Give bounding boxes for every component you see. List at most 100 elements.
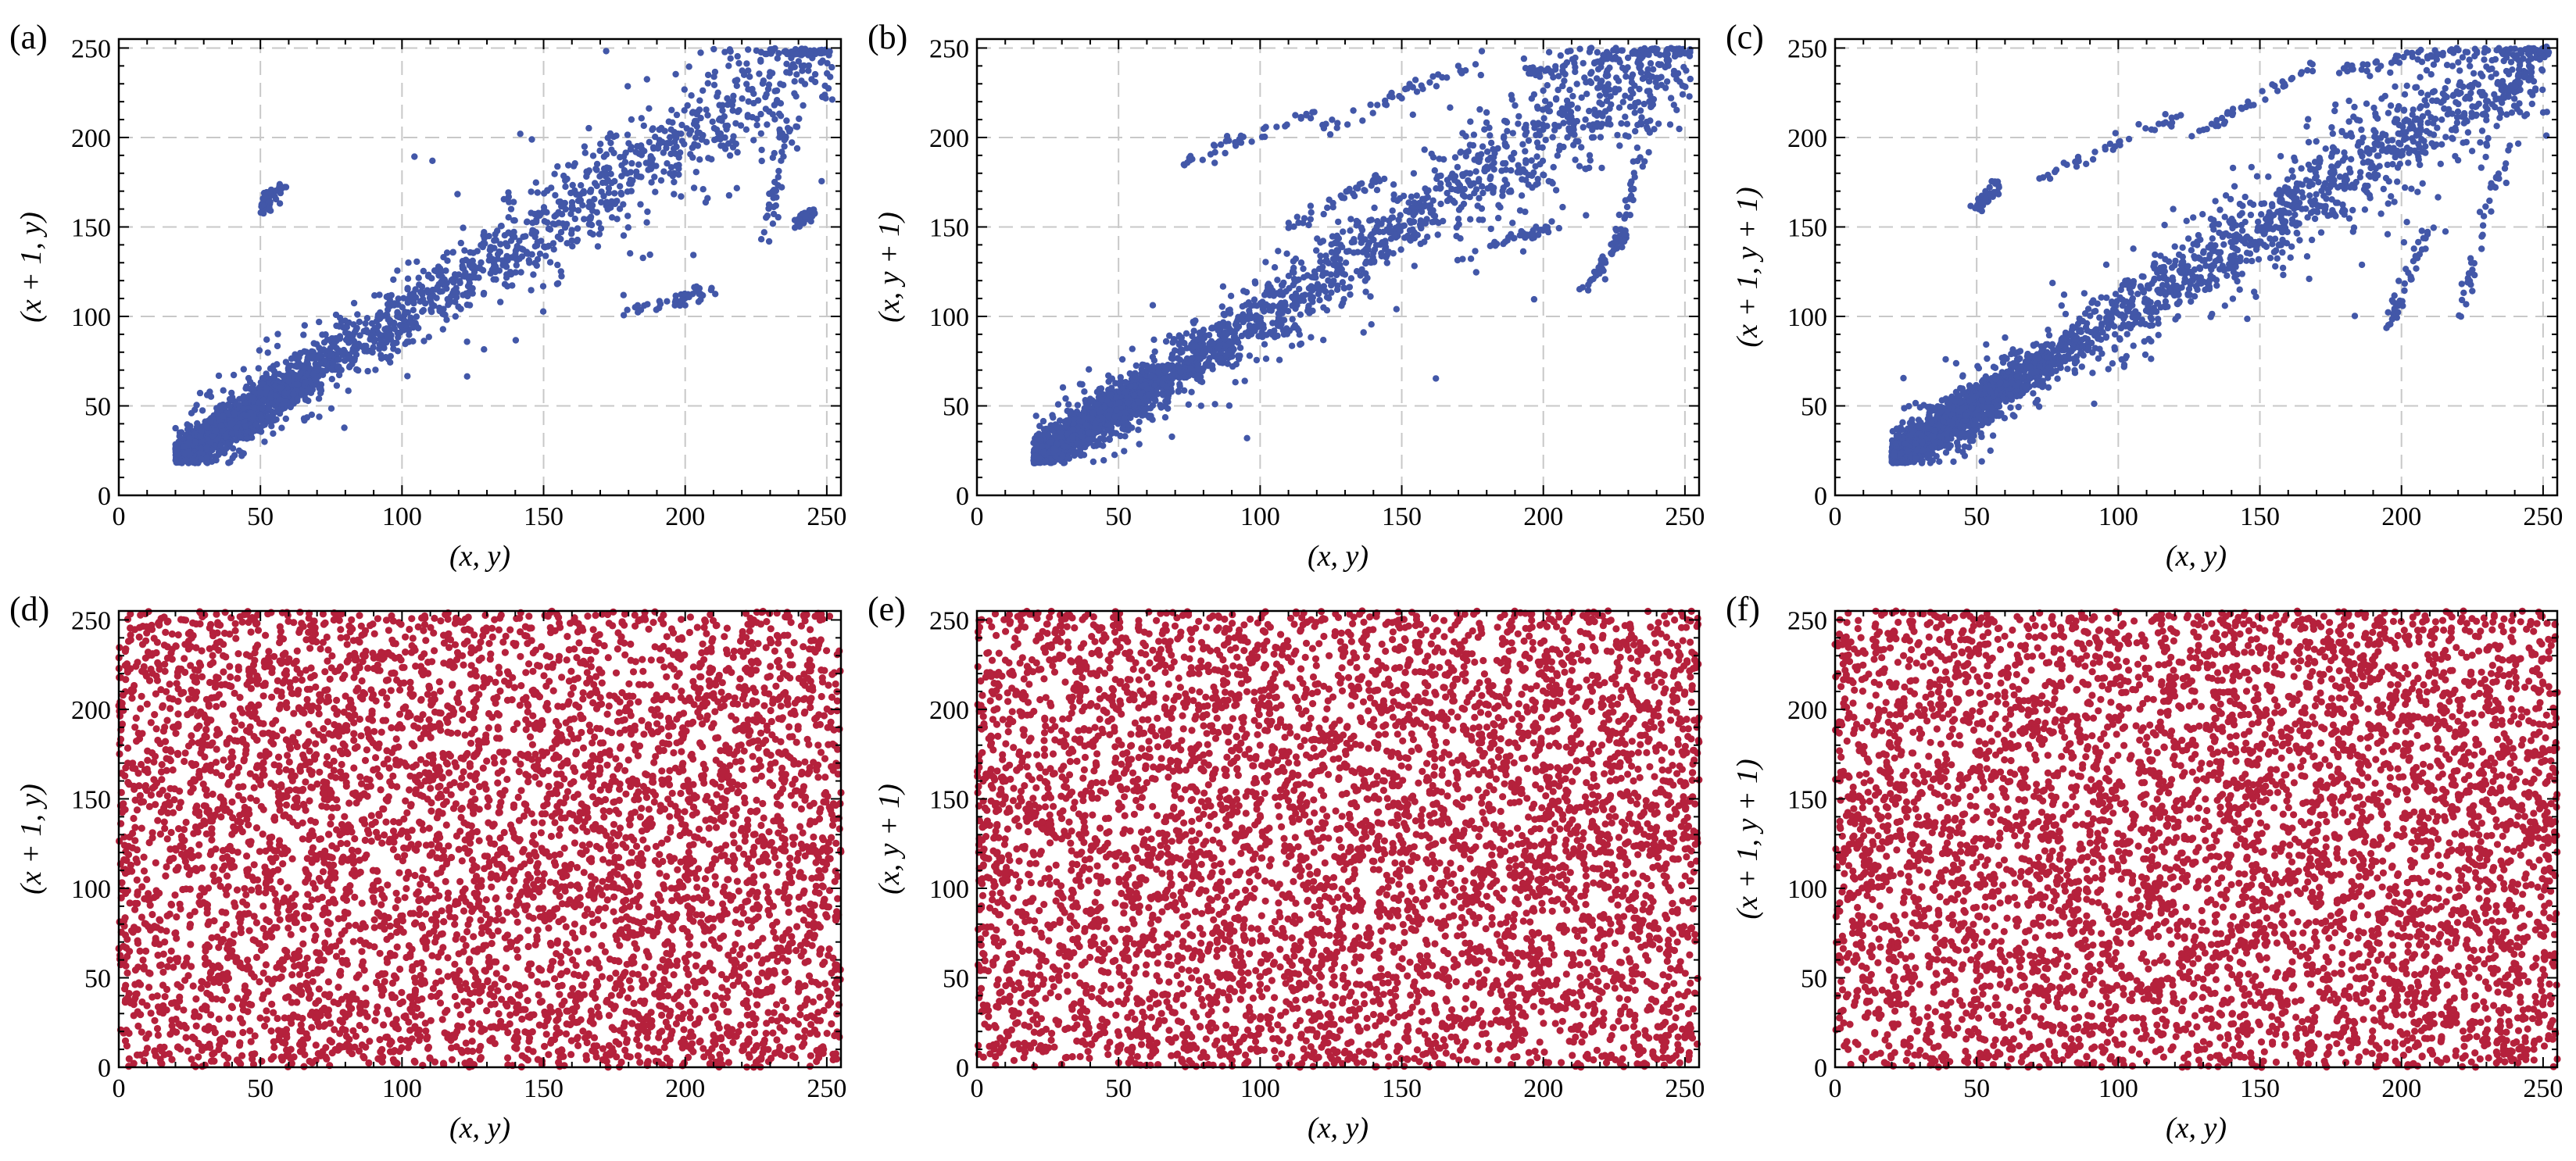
data-point [660,149,667,156]
data-point [781,137,788,144]
data-point [394,267,401,274]
data-point [800,102,807,109]
data-point [1275,314,1283,322]
data-point [426,294,434,302]
data-point [775,213,782,221]
data-point [1546,108,1554,115]
data-point [554,163,561,170]
data-point [778,148,785,155]
data-point [1462,133,1469,140]
data-point [1551,127,1558,134]
data-point [1269,320,1276,327]
data-point [1261,341,1268,348]
data-point [192,438,199,445]
data-point [335,371,343,379]
x-tick-label: 100 [382,502,422,531]
data-point [377,355,385,362]
data-point [1484,185,1491,192]
data-point [671,191,678,198]
data-point [793,145,801,152]
data-point [690,184,698,191]
data-point [1528,157,1535,164]
data-point [712,291,719,298]
data-point [217,442,224,449]
data-point [206,388,213,395]
data-point [356,318,363,326]
data-point [710,124,718,132]
data-point [274,330,281,338]
data-point [644,208,651,216]
data-point [370,344,377,351]
data-point [778,157,785,164]
data-point [584,170,591,177]
data-point [1458,204,1465,211]
data-point [460,224,467,231]
data-point [783,117,790,124]
data-point [1545,177,1552,185]
data-point [597,225,605,232]
data-point [1522,177,1530,184]
data-point [611,190,618,197]
data-point [757,130,764,138]
data-point [326,352,334,359]
data-point [1291,322,1299,329]
data-point [389,341,397,348]
data-point [628,116,635,123]
data-point [1433,375,1440,382]
data-point [215,448,223,456]
data-point [775,49,782,57]
data-point [447,293,455,300]
data-point [481,229,488,236]
data-point [367,336,374,343]
data-point [1578,144,1585,151]
data-point [808,76,815,83]
data-point [1431,213,1439,220]
data-point [643,76,650,83]
data-point [1674,70,1682,77]
data-point [725,63,732,70]
data-point [472,274,479,281]
data-point [1283,250,1290,257]
data-point [678,130,685,138]
data-point [1383,259,1391,266]
data-point [1333,271,1340,279]
data-point [390,276,397,284]
data-point [724,122,732,130]
data-point [1528,95,1536,102]
data-point [1588,134,1596,141]
data-point [404,284,411,291]
data-point [805,67,812,74]
data-point [284,365,292,372]
data-point [717,136,724,143]
data-point [621,170,628,177]
data-point [795,58,802,65]
data-point [800,62,807,70]
data-point [488,255,496,263]
data-point [292,363,299,370]
data-point [765,238,773,245]
data-point [443,316,450,323]
data-point [455,271,463,278]
data-point [757,58,764,65]
data-point [1487,139,1495,147]
data-point [470,269,478,276]
data-point [1544,82,1551,89]
data-point [648,179,655,186]
data-point [1476,105,1483,113]
x-tick-label: 200 [665,502,705,531]
data-point [602,173,609,180]
data-point [1297,311,1304,318]
data-point [1472,269,1480,276]
data-point [349,348,356,355]
data-point [172,456,179,464]
data-point [725,191,733,199]
data-point [645,166,652,173]
data-point [691,141,698,148]
data-point [1586,107,1593,115]
data-point [420,267,427,275]
data-point [1545,48,1553,55]
data-point [479,266,487,274]
data-point [316,352,324,359]
data-point [1411,263,1419,270]
data-point [226,395,234,403]
